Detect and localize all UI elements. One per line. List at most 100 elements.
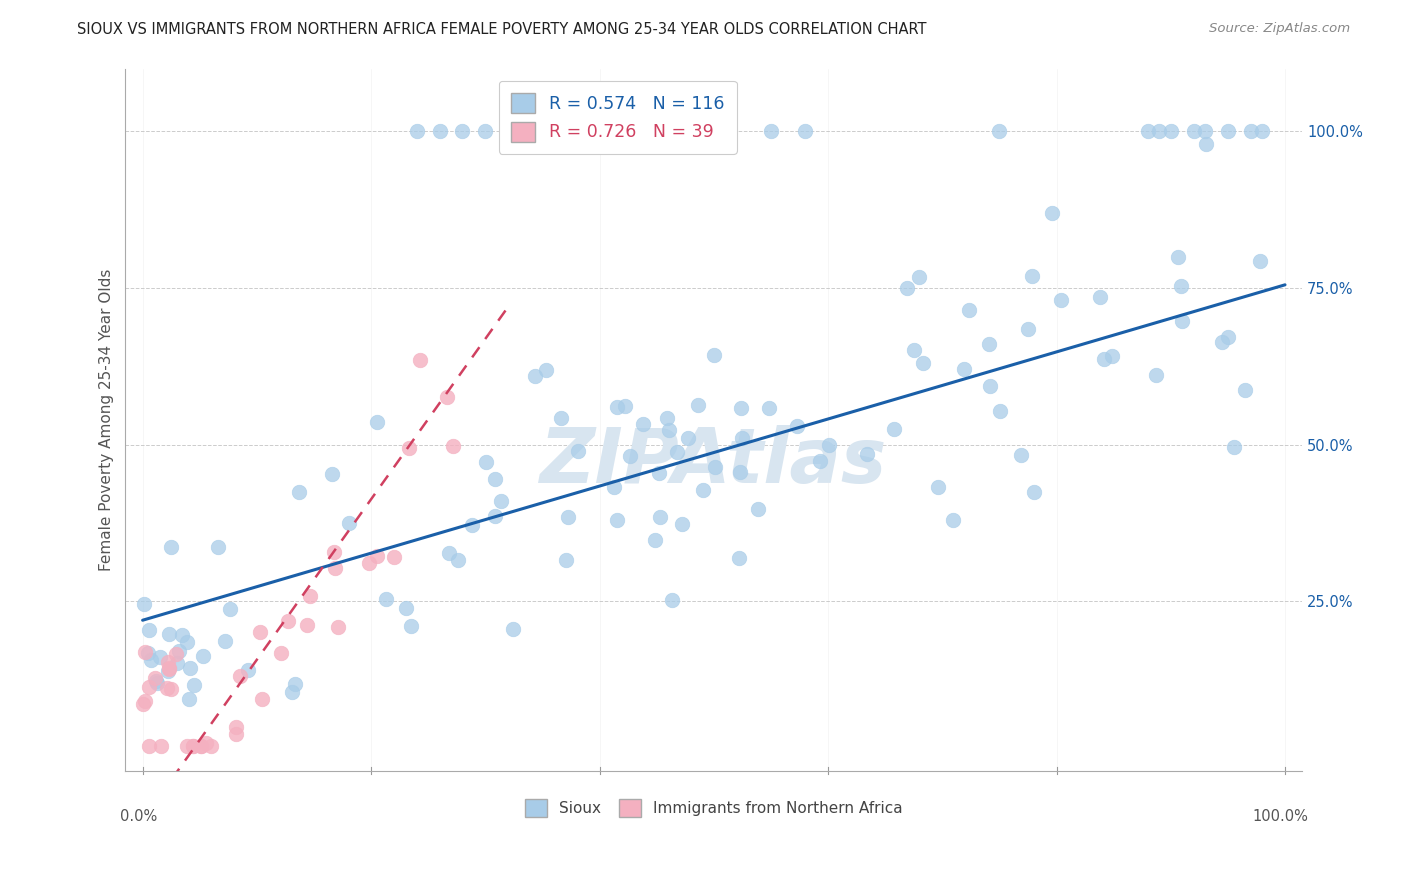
Point [1223,440,1246,454]
Point [633,417,655,431]
Point [953,362,976,376]
Point [817,437,839,451]
Point [1017,322,1039,336]
Point [1216,330,1239,344]
Point [665,444,688,458]
Point [1216,124,1239,138]
Point [619,449,641,463]
Point [927,480,949,494]
Point [214,633,236,648]
Text: 100.0%: 100.0% [1253,809,1308,824]
Point [277,614,299,628]
Point [1042,206,1064,220]
Point [1182,124,1205,138]
Point [225,720,247,734]
Point [661,593,683,607]
Point [299,589,322,603]
Point [614,399,637,413]
Point [524,369,547,384]
Point [134,597,156,611]
Point [167,644,190,658]
Point [557,510,579,524]
Point [138,739,160,753]
Point [491,494,513,508]
Point [193,648,215,663]
Point [366,549,388,563]
Text: Source: ZipAtlas.com: Source: ZipAtlas.com [1209,22,1350,36]
Point [218,602,240,616]
Point [181,739,204,753]
Point [567,444,589,458]
Point [288,485,311,500]
Point [236,664,259,678]
Point [1251,124,1274,138]
Point [704,459,727,474]
Point [648,510,671,524]
Point [328,620,350,634]
Point [439,546,461,560]
Point [747,502,769,516]
Point [166,656,188,670]
Point [1233,383,1256,397]
Point [676,431,699,445]
Point [474,124,496,138]
Point [156,664,179,678]
Point [808,454,831,468]
Point [281,685,304,699]
Point [957,303,980,318]
Point [484,472,506,486]
Point [644,533,666,547]
Point [703,348,725,362]
Point [176,635,198,649]
Point [150,739,173,753]
Point [730,431,752,445]
Text: SIOUX VS IMMIGRANTS FROM NORTHERN AFRICA FEMALE POVERTY AMONG 25-34 YEAR OLDS CO: SIOUX VS IMMIGRANTS FROM NORTHERN AFRICA… [77,22,927,37]
Point [337,516,360,530]
Point [284,677,307,691]
Point [408,353,430,368]
Point [1249,254,1271,268]
Point [1021,268,1043,283]
Point [295,618,318,632]
Point [405,124,427,138]
Point [200,739,222,753]
Point [1170,278,1192,293]
Point [398,442,420,456]
Point [1160,124,1182,138]
Point [550,411,572,425]
Point [179,661,201,675]
Point [794,124,817,138]
Point [270,646,292,660]
Point [176,739,198,753]
Point [321,467,343,481]
Point [1194,124,1216,138]
Point [730,401,752,415]
Point [451,124,474,138]
Point [728,465,751,479]
Point [170,628,193,642]
Point [447,553,470,567]
Point [195,736,218,750]
Point [1049,293,1071,308]
Point [1022,485,1045,500]
Point [603,480,626,494]
Point [1010,448,1032,462]
Point [179,692,201,706]
Point [229,668,252,682]
Point [165,647,187,661]
Point [1088,290,1111,304]
Point [686,398,709,412]
Point [323,561,346,575]
Point [136,646,159,660]
Point [988,404,1011,418]
Point [190,739,212,753]
Point [534,363,557,377]
Point [942,513,965,527]
Point [1195,136,1218,151]
Point [395,601,418,615]
Point [134,694,156,708]
Point [366,415,388,429]
Point [441,439,464,453]
Point [658,423,681,437]
Point [883,422,905,436]
